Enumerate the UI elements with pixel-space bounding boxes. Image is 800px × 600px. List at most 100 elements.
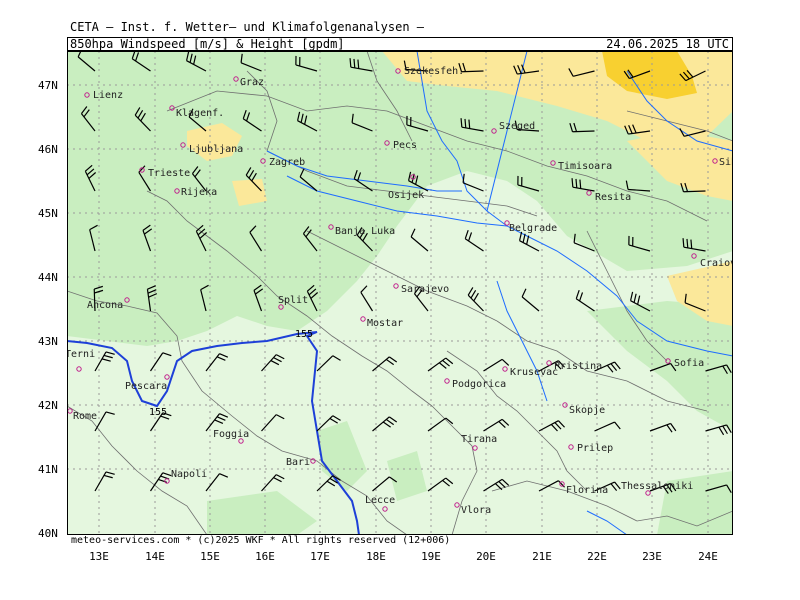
lat-label-46n: 46N — [38, 143, 58, 156]
lat-label-40n: 40N — [38, 527, 58, 540]
graticule — [67, 51, 733, 535]
city-label: Pecs — [393, 140, 417, 151]
copyright-footer: meteo-services.com * (c)2025 WKF * All r… — [69, 535, 453, 546]
wind-barb — [594, 421, 621, 432]
wind-barb — [462, 173, 484, 192]
city-marker — [238, 438, 244, 444]
city-marker — [169, 105, 175, 111]
wind-barb — [94, 411, 115, 432]
wind-band-orange — [602, 51, 697, 99]
city-label: Pescara — [125, 381, 167, 392]
wind-barb — [624, 124, 651, 135]
wind-barb — [94, 471, 115, 492]
wind-barb — [594, 481, 621, 492]
wind-barb — [295, 55, 318, 72]
wind-barb — [245, 167, 262, 192]
city-label: Osijek — [388, 190, 424, 201]
city-label: Mostar — [367, 318, 403, 329]
wind-barb — [240, 53, 262, 72]
wind-barb — [261, 414, 285, 432]
city-marker — [454, 502, 460, 508]
wind-barb — [261, 354, 285, 372]
wind-barb — [353, 169, 373, 192]
wind-barb — [649, 362, 677, 372]
wind-barb — [191, 166, 207, 192]
wind-barb — [538, 360, 566, 372]
lon-label-14e: 14E — [145, 550, 165, 563]
wind-barb — [594, 361, 621, 373]
city-marker — [559, 481, 565, 487]
wind-barb — [684, 293, 706, 312]
city-label: Podgorica — [452, 379, 506, 390]
city-label: Zagreb — [269, 157, 305, 168]
wind-band-green — [67, 51, 733, 535]
wind-barb — [84, 164, 97, 192]
wind-barb — [77, 51, 96, 72]
wind-barb — [150, 352, 172, 372]
city-marker — [645, 490, 651, 496]
city-markers: Lienz Graz Szekesfeh. Klagenf. Szeged Ljublja… — [67, 66, 733, 516]
wind-barb — [483, 418, 510, 432]
lon-label-16e: 16E — [255, 550, 275, 563]
wind-barb — [513, 64, 540, 75]
city-label: Timisoara — [558, 161, 612, 172]
city-label: Trieste — [148, 168, 190, 179]
wind-barb — [649, 422, 677, 433]
wind-barb — [150, 412, 172, 432]
contour-label-west: 155 — [149, 407, 167, 418]
wind-barb — [413, 286, 429, 312]
wind-barb — [483, 478, 510, 492]
city-marker — [586, 190, 592, 196]
wind-barb — [680, 182, 706, 193]
city-marker — [665, 358, 671, 364]
wind-barb — [242, 109, 262, 132]
lon-label-23e: 23E — [642, 550, 662, 563]
city-marker — [491, 128, 497, 134]
contour-label-east: 155 — [295, 329, 313, 340]
city-marker — [384, 140, 390, 146]
city-label: Belgrade — [509, 223, 557, 234]
city-marker — [550, 160, 556, 166]
wind-barb — [538, 420, 566, 432]
city-marker — [84, 92, 90, 98]
wind-barb — [146, 285, 158, 312]
wind-barb — [372, 476, 398, 492]
wind-barb — [205, 473, 229, 492]
city-marker — [395, 68, 401, 74]
wind-barb — [518, 231, 540, 252]
wind-barb — [89, 224, 98, 252]
wind-barb — [356, 227, 373, 252]
city-marker — [310, 458, 316, 464]
city-marker — [472, 445, 478, 451]
city-marker — [360, 316, 366, 322]
city-label: Terni — [67, 349, 95, 360]
city-label: Napoli — [171, 469, 207, 480]
wind-barb — [316, 475, 341, 492]
city-marker — [139, 167, 145, 173]
city-label: Skopje — [569, 405, 605, 416]
lon-label-15e: 15E — [200, 550, 220, 563]
city-marker — [382, 506, 388, 512]
wind-barb — [306, 284, 319, 312]
city-marker — [562, 402, 568, 408]
institution-title: CETA — Inst. f. Wetter— und Klimafolgena… — [70, 20, 425, 34]
wind-barb — [682, 238, 706, 252]
wind-barb — [521, 288, 540, 312]
lat-label-45n: 45N — [38, 207, 58, 220]
city-label: Florina — [566, 485, 608, 496]
wind-barb — [80, 106, 96, 132]
city-label: Pristina — [554, 361, 602, 372]
product-bar: 850hpa_Windspeed_[m/s]_&_Height_[gpdm] 2… — [67, 37, 733, 51]
city-marker — [233, 76, 239, 82]
city-label: Rijeka — [181, 187, 217, 198]
wind-barb — [188, 108, 207, 132]
city-marker — [260, 158, 266, 164]
weather-map: 155 155 Lienz Graz Szekesfeh. Klagenf. Szege… — [67, 51, 733, 535]
city-label: Banja Luka — [335, 226, 395, 237]
city-label: Thessaloniki — [621, 481, 693, 492]
lon-label-17e: 17E — [310, 550, 330, 563]
wind-barb — [427, 417, 454, 432]
city-label: Sarajevo — [401, 284, 449, 295]
wind-barb — [296, 111, 318, 132]
wind-barb — [403, 60, 429, 72]
